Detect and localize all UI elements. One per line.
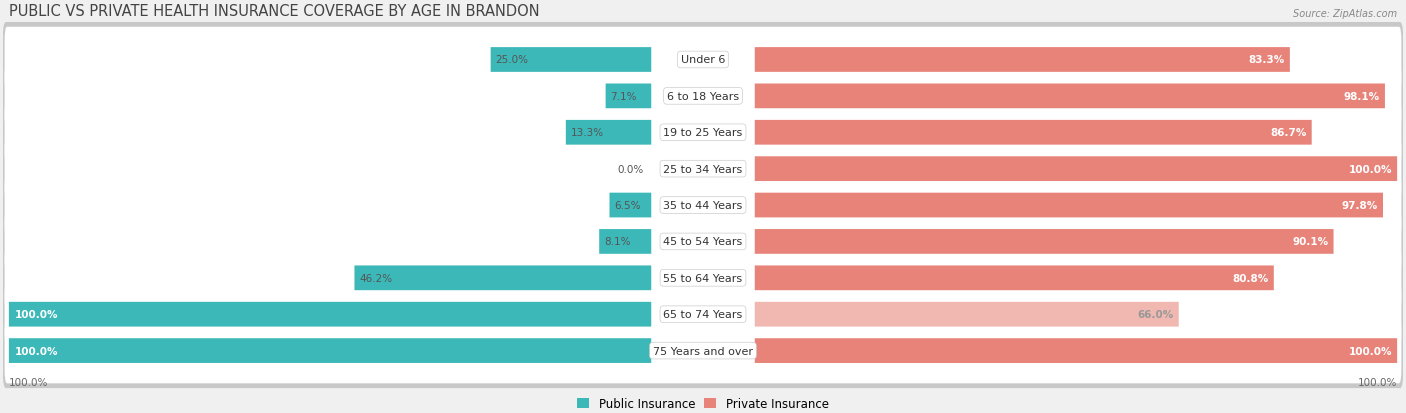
FancyBboxPatch shape <box>491 48 651 73</box>
FancyBboxPatch shape <box>4 282 1402 347</box>
FancyBboxPatch shape <box>8 302 651 327</box>
Text: 98.1%: 98.1% <box>1344 92 1381 102</box>
Text: 100.0%: 100.0% <box>1348 346 1392 356</box>
FancyBboxPatch shape <box>4 100 1402 166</box>
FancyBboxPatch shape <box>4 28 1402 93</box>
FancyBboxPatch shape <box>609 193 651 218</box>
FancyBboxPatch shape <box>755 338 1398 363</box>
Text: 7.1%: 7.1% <box>610 92 637 102</box>
FancyBboxPatch shape <box>4 318 1402 383</box>
FancyBboxPatch shape <box>4 137 1402 202</box>
FancyBboxPatch shape <box>8 338 651 363</box>
Text: 55 to 64 Years: 55 to 64 Years <box>664 273 742 283</box>
FancyBboxPatch shape <box>3 277 1403 352</box>
Text: 83.3%: 83.3% <box>1249 55 1285 65</box>
FancyBboxPatch shape <box>565 121 651 145</box>
Legend: Public Insurance, Private Insurance: Public Insurance, Private Insurance <box>572 393 834 413</box>
Text: 35 to 44 Years: 35 to 44 Years <box>664 201 742 211</box>
FancyBboxPatch shape <box>755 266 1274 290</box>
Text: 25 to 34 Years: 25 to 34 Years <box>664 164 742 174</box>
Text: 6 to 18 Years: 6 to 18 Years <box>666 92 740 102</box>
Text: 46.2%: 46.2% <box>360 273 392 283</box>
Text: 13.3%: 13.3% <box>571 128 603 138</box>
FancyBboxPatch shape <box>599 230 651 254</box>
FancyBboxPatch shape <box>755 121 1312 145</box>
Text: 8.1%: 8.1% <box>605 237 630 247</box>
Text: 6.5%: 6.5% <box>614 201 641 211</box>
FancyBboxPatch shape <box>755 302 1178 327</box>
Text: 80.8%: 80.8% <box>1233 273 1270 283</box>
Text: 86.7%: 86.7% <box>1271 128 1306 138</box>
FancyBboxPatch shape <box>354 266 651 290</box>
FancyBboxPatch shape <box>755 48 1289 73</box>
FancyBboxPatch shape <box>4 64 1402 129</box>
Text: 25.0%: 25.0% <box>495 55 529 65</box>
Text: 0.0%: 0.0% <box>617 164 644 174</box>
FancyBboxPatch shape <box>3 168 1403 243</box>
Text: 65 to 74 Years: 65 to 74 Years <box>664 309 742 319</box>
Text: 97.8%: 97.8% <box>1341 201 1378 211</box>
Text: 100.0%: 100.0% <box>15 346 59 356</box>
FancyBboxPatch shape <box>4 173 1402 238</box>
FancyBboxPatch shape <box>3 95 1403 170</box>
Text: 45 to 54 Years: 45 to 54 Years <box>664 237 742 247</box>
Text: 75 Years and over: 75 Years and over <box>652 346 754 356</box>
Text: Source: ZipAtlas.com: Source: ZipAtlas.com <box>1294 9 1398 19</box>
FancyBboxPatch shape <box>3 23 1403 98</box>
Text: 19 to 25 Years: 19 to 25 Years <box>664 128 742 138</box>
FancyBboxPatch shape <box>606 84 651 109</box>
FancyBboxPatch shape <box>755 157 1398 182</box>
Text: PUBLIC VS PRIVATE HEALTH INSURANCE COVERAGE BY AGE IN BRANDON: PUBLIC VS PRIVATE HEALTH INSURANCE COVER… <box>8 4 540 19</box>
Text: 90.1%: 90.1% <box>1292 237 1329 247</box>
Text: 100.0%: 100.0% <box>8 377 48 387</box>
FancyBboxPatch shape <box>3 59 1403 134</box>
FancyBboxPatch shape <box>3 313 1403 388</box>
Text: 100.0%: 100.0% <box>15 309 59 319</box>
FancyBboxPatch shape <box>3 204 1403 279</box>
FancyBboxPatch shape <box>755 193 1384 218</box>
FancyBboxPatch shape <box>755 84 1385 109</box>
FancyBboxPatch shape <box>755 230 1333 254</box>
FancyBboxPatch shape <box>4 245 1402 311</box>
Text: Under 6: Under 6 <box>681 55 725 65</box>
Text: 100.0%: 100.0% <box>1348 164 1392 174</box>
FancyBboxPatch shape <box>4 209 1402 275</box>
Text: 100.0%: 100.0% <box>1358 377 1398 387</box>
FancyBboxPatch shape <box>3 132 1403 206</box>
Text: 66.0%: 66.0% <box>1137 309 1174 319</box>
FancyBboxPatch shape <box>3 241 1403 316</box>
